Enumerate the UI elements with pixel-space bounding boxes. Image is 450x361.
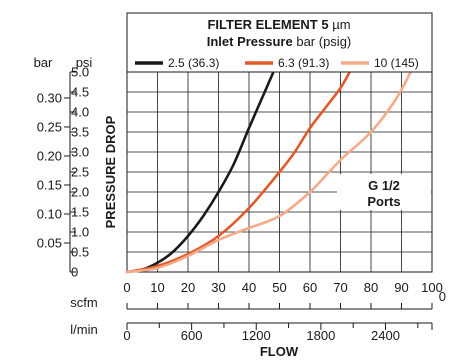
psi-tick-label: 0 xyxy=(71,265,78,280)
series-lines xyxy=(125,70,412,274)
y-axes: 0 0.5 1.0 1.5 2.0 2.5 3.0 3.5 4.0 4.5 5.0 0.05 0.10 0… xyxy=(37,65,89,280)
scfm-tick-label: 70 xyxy=(333,280,347,295)
scfm-tick-label: 80 xyxy=(364,280,378,295)
lmin-tick-label: 0 xyxy=(123,328,130,343)
scfm-tick-label: 0 xyxy=(123,280,130,295)
psi-tick-label: 2.0 xyxy=(71,185,89,200)
bar-tick-label: 0.10 xyxy=(37,206,62,221)
bar-tick-label: 0.15 xyxy=(37,177,62,192)
note-box xyxy=(337,174,431,210)
psi-tick-label: 3.0 xyxy=(71,145,89,160)
lmin-tick-label: 2400 xyxy=(371,328,400,343)
scfm-tick-label: 90 xyxy=(394,280,408,295)
scfm-tick-label: 50 xyxy=(272,280,286,295)
chart-title: FILTER ELEMENT 5 µm xyxy=(207,17,350,32)
legend-label-1: 2.5 (36.3) xyxy=(168,56,219,70)
psi-unit-label: psi xyxy=(76,55,93,70)
bar-tick-label: 0.05 xyxy=(37,235,62,250)
scfm-tick-label: 100 xyxy=(421,280,443,295)
lmin-unit-label: l/min xyxy=(70,322,97,337)
psi-tick-label: 4.0 xyxy=(71,105,89,120)
bar-tick-label: 0.25 xyxy=(37,119,62,134)
y-axis-label: PRESSURE DROP xyxy=(103,115,118,228)
x-axes: 0 10 20 30 40 50 60 70 80 90 100 0 600 1200 1800 2400 xyxy=(123,280,442,343)
scfm-tick-label: 30 xyxy=(211,280,225,295)
psi-tick-label: 1.5 xyxy=(71,205,89,220)
lmin-tick-label: 600 xyxy=(181,328,203,343)
scfm-tick-label: 40 xyxy=(242,280,256,295)
psi-tick-label: 1.0 xyxy=(71,225,89,240)
psi-tick-label: 3.5 xyxy=(71,125,89,140)
note-line2: Ports xyxy=(367,194,400,209)
psi-tick-label: 2.5 xyxy=(71,165,89,180)
legend-heading: Inlet Pressure bar (psig) xyxy=(207,34,352,49)
series-line-3 xyxy=(125,70,412,274)
scfm-tick-label: 60 xyxy=(303,280,317,295)
scfm-tick-label: 20 xyxy=(181,280,195,295)
psi-tick-label: 5.0 xyxy=(71,65,89,80)
scfm-unit-label: scfm xyxy=(70,295,97,310)
note-line1: G 1/2 xyxy=(368,178,400,193)
legend-box xyxy=(126,12,433,73)
lmin-tick-label: 1800 xyxy=(306,328,335,343)
psi-tick-label: 4.5 xyxy=(71,85,89,100)
psi-tick-label: 0.5 xyxy=(71,245,89,260)
stray-label: 0 xyxy=(439,289,446,304)
x-axis-label: FLOW xyxy=(260,344,299,359)
series-line-2 xyxy=(125,70,351,274)
lmin-tick-label: 1200 xyxy=(242,328,271,343)
series-line-1 xyxy=(125,70,275,274)
legend-label-2: 6.3 (91.3) xyxy=(278,56,329,70)
bar-tick-label: 0.20 xyxy=(37,148,62,163)
bar-unit-label: bar xyxy=(34,55,53,70)
bar-tick-label: 0.30 xyxy=(37,90,62,105)
legend-label-3: 10 (145) xyxy=(374,56,419,70)
legend: 2.5 (36.3) 6.3 (91.3) 10 (145) xyxy=(135,56,419,70)
scfm-tick-label: 10 xyxy=(150,280,164,295)
